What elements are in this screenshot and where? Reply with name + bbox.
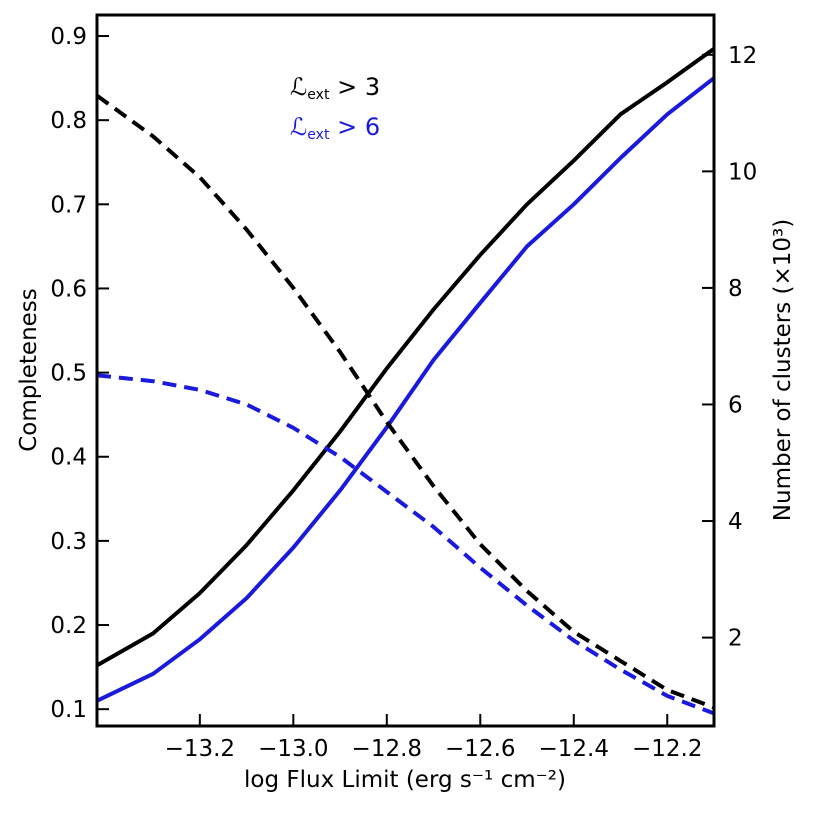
legend-relation-1: > 3 bbox=[329, 73, 380, 101]
legend-relation-2: > 6 bbox=[329, 113, 380, 141]
x-tick-label: −12.4 bbox=[539, 736, 609, 762]
y-left-tick-label: 0.3 bbox=[50, 529, 87, 555]
y-left-tick-label: 0.8 bbox=[50, 108, 87, 134]
y-left-tick-label: 0.5 bbox=[50, 361, 87, 387]
plot-frame bbox=[95, 13, 716, 728]
legend-symbol-2: ℒ bbox=[290, 113, 307, 141]
y-right-tick-label: 8 bbox=[728, 276, 743, 302]
x-tick-label: −12.6 bbox=[445, 736, 515, 762]
legend-entry-1: ℒext > 3 bbox=[290, 73, 380, 103]
series-solid-2 bbox=[96, 76, 716, 703]
legend-sub-2: ext bbox=[307, 127, 330, 143]
series-solid-1 bbox=[96, 47, 716, 668]
y-left-tick-label: 0.9 bbox=[50, 24, 87, 50]
series-dashed-4 bbox=[96, 373, 715, 716]
legend-symbol-1: ℒ bbox=[290, 73, 307, 101]
y-right-tick-label: 12 bbox=[728, 43, 757, 69]
x-tick-label: −12.2 bbox=[632, 736, 702, 762]
y-left-tick-label: 0.1 bbox=[50, 697, 87, 723]
y-right-tick-label: 4 bbox=[728, 509, 743, 535]
x-tick-label: −13.0 bbox=[258, 736, 328, 762]
ticks-layer: −13.2 −13.0 −12.8 −12.6 −12.4 −12.2 0.1 0.2 0.3 0… bbox=[50, 24, 757, 762]
series-layer bbox=[95, 47, 716, 716]
legend-sub-1: ext bbox=[307, 87, 330, 103]
y-left-tick-label: 0.6 bbox=[50, 276, 87, 302]
y-left-tick-label: 0.4 bbox=[50, 445, 87, 471]
y-axis-right-title: Number of clusters (×10³) bbox=[770, 219, 796, 521]
legend: ℒext > 3 ℒext > 6 bbox=[290, 73, 380, 143]
series-dashed-3 bbox=[95, 93, 715, 710]
y-right-tick-label: 6 bbox=[728, 392, 743, 418]
x-tick-label: −12.8 bbox=[352, 736, 422, 762]
legend-entry-2: ℒext > 6 bbox=[290, 113, 380, 143]
y-right-tick-label: 2 bbox=[728, 626, 743, 652]
y-left-tick-label: 0.2 bbox=[50, 613, 87, 639]
y-left-tick-label: 0.7 bbox=[50, 192, 87, 218]
x-tick-label: −13.2 bbox=[165, 736, 235, 762]
y-right-tick-label: 10 bbox=[728, 159, 757, 185]
x-axis-title: log Flux Limit (erg s⁻¹ cm⁻²) bbox=[244, 767, 566, 793]
y-axis-left-title: Completeness bbox=[16, 288, 42, 452]
